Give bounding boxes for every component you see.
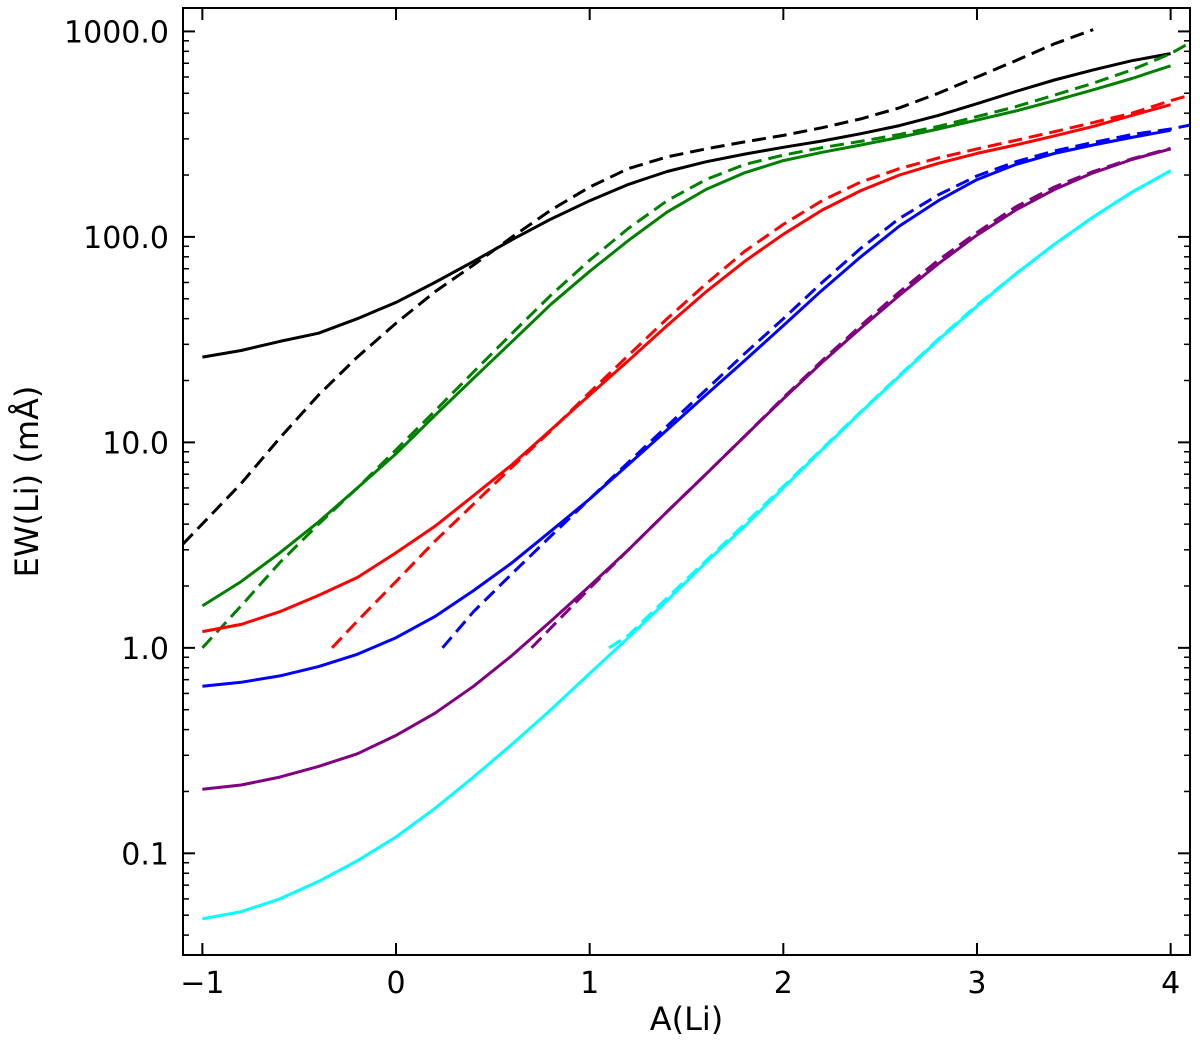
series-line-0-solid	[202, 52, 1171, 359]
plot-lines	[183, 28, 1190, 921]
x-tick-label: 3	[967, 966, 986, 1001]
plot-frame	[182, 7, 1191, 956]
series-line-8-solid	[202, 147, 1171, 791]
y-tick-label: 10.0	[102, 426, 169, 461]
series-line-10-solid	[202, 169, 1172, 921]
y-tick-label: 1000.0	[64, 15, 169, 50]
y-axis-label: EW(Li) (mÅ)	[8, 386, 46, 578]
series-line-7-dashed	[441, 123, 1190, 649]
x-tick-label: 0	[386, 966, 405, 1001]
axis-tick-labels: −1 0 1 2 3 4 0.1 1.0 10.0 100.0 1000.0	[64, 15, 1180, 1001]
series-line-4-solid	[202, 103, 1171, 634]
x-axis-label: A(Li)	[650, 1000, 724, 1038]
y-tick-label: 1.0	[121, 632, 169, 667]
series-line-9-dashed	[530, 146, 1171, 649]
series-line-5-dashed	[331, 93, 1190, 649]
series-line-3-dashed	[201, 41, 1190, 649]
x-tick-label: 4	[1161, 966, 1180, 1001]
y-tick-label: 0.1	[121, 837, 169, 872]
y-tick-label: 100.0	[83, 221, 169, 256]
series-line-2-solid	[201, 64, 1172, 608]
x-tick-label: 1	[580, 966, 599, 1001]
axis-ticks	[183, 8, 1190, 955]
x-tick-label: −1	[180, 966, 224, 1001]
series-line-6-solid	[202, 128, 1171, 688]
x-tick-label: 2	[774, 966, 793, 1001]
series-line-1-dashed	[183, 28, 1094, 546]
